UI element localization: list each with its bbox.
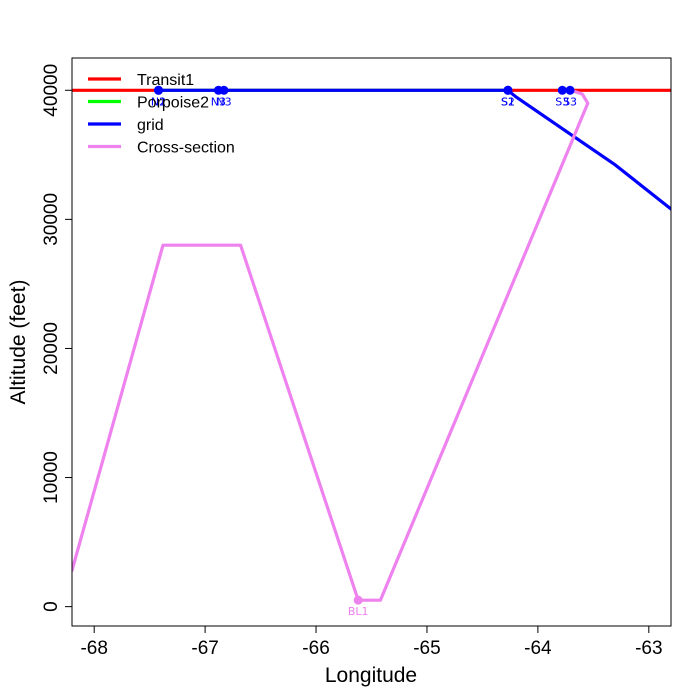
point-label-n2: N2	[151, 95, 166, 108]
point-s3	[557, 85, 567, 95]
point-label-n3: N3	[211, 95, 226, 108]
legend-label-porpoise2: Porpoise2	[137, 95, 209, 112]
legend-label-cross-section: Cross-section	[137, 140, 235, 157]
point-n3	[213, 85, 223, 95]
plot-frame	[71, 57, 672, 627]
y-tick-label: 0	[41, 601, 62, 612]
y-tick-label: 20000	[41, 322, 62, 375]
x-tick-label: -67	[191, 638, 218, 659]
series-line-grid	[156, 88, 671, 211]
point-label-n1: N1	[151, 95, 166, 108]
x-axis: -68 -67 -66 -65 -64 -63	[80, 626, 663, 659]
point-s1	[503, 85, 513, 95]
point-s3	[565, 85, 575, 95]
legend-label-transit1: Transit1	[137, 72, 194, 89]
y-axis-title: Altitude (feet)	[7, 280, 30, 405]
point-label-s3: S3	[555, 95, 569, 108]
y-axis: 0 10000 20000 30000 40000	[41, 64, 72, 612]
y-tick-label: 30000	[41, 193, 62, 246]
point-label-s1: S1	[501, 95, 515, 108]
points-layer	[154, 85, 575, 605]
legend: Transit1 Porpoise2 grid Cross-section	[88, 72, 235, 157]
point-bl1	[353, 595, 363, 605]
series-line-cross-section	[72, 88, 590, 602]
point-label-bl1: BL1	[348, 605, 369, 618]
y-tick-label: 40000	[41, 64, 62, 117]
x-tick-label: -63	[635, 638, 662, 659]
point-n1	[154, 85, 164, 95]
x-tick-label: -64	[524, 638, 552, 659]
y-tick-label: 10000	[41, 451, 62, 504]
x-tick-label: -65	[413, 638, 440, 659]
legend-label-grid: grid	[137, 117, 164, 134]
point-label-s2: S2	[501, 95, 515, 108]
point-label-n3: N3	[216, 95, 231, 108]
x-tick-label: -66	[302, 638, 329, 659]
series-layer	[72, 88, 671, 602]
point-label-s3: S3	[563, 95, 577, 108]
x-axis-title: Longitude	[325, 664, 417, 687]
x-tick-label: -68	[80, 638, 107, 659]
